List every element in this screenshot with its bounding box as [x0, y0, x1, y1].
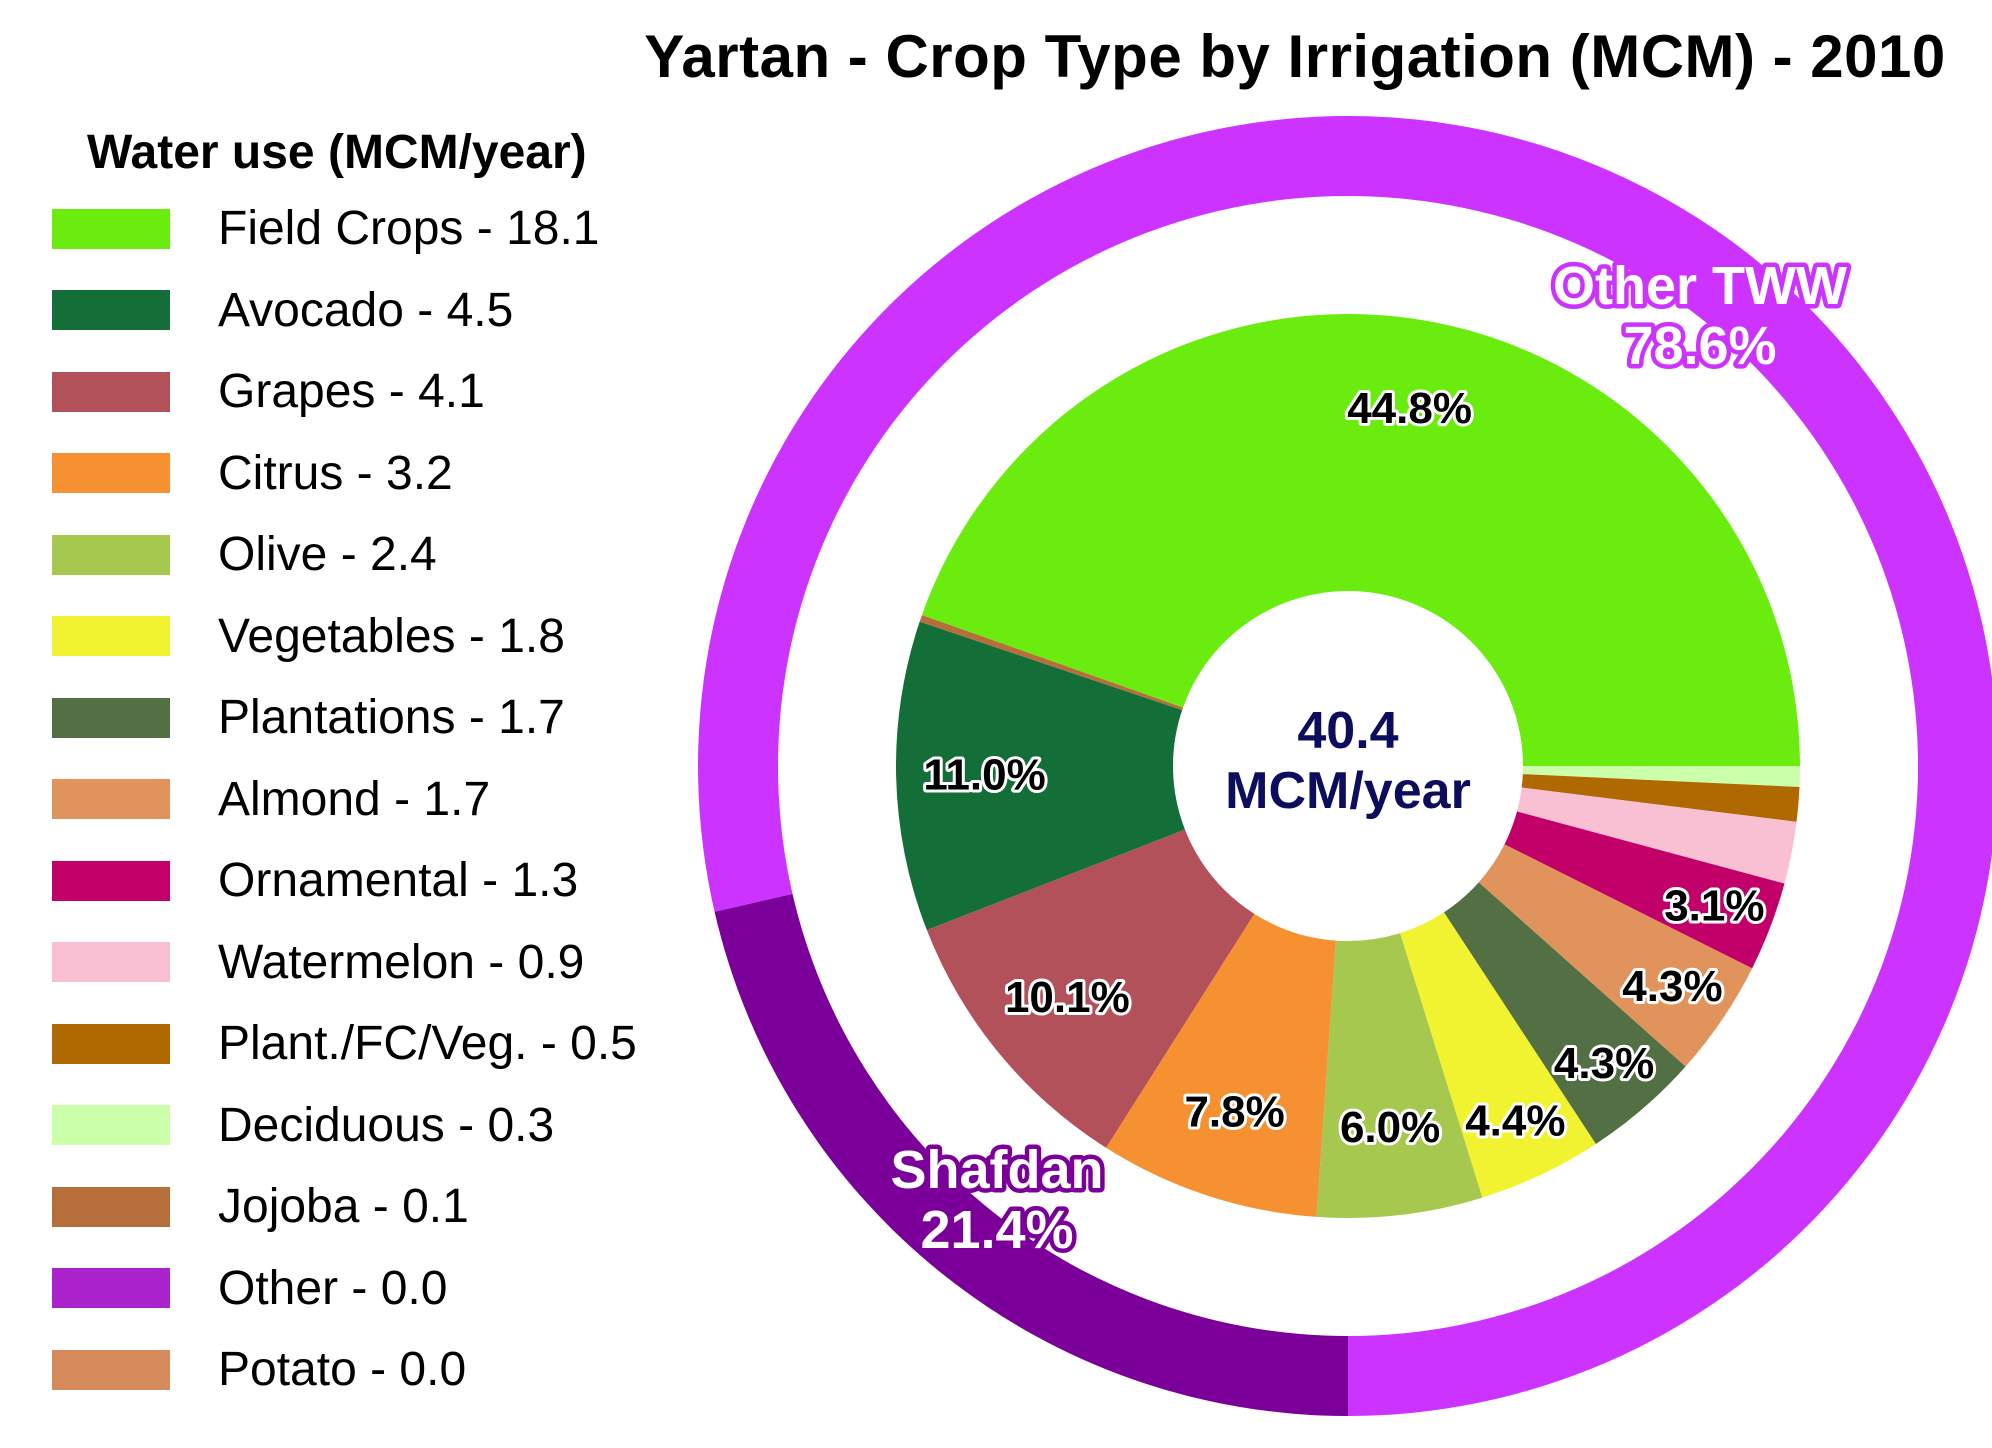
legend-label: Avocado - 4.5	[218, 283, 514, 337]
legend-label: Vegetables - 1.8	[218, 609, 565, 663]
center-unit: MCM/year	[1225, 762, 1471, 820]
legend-swatch	[52, 208, 170, 249]
legend-swatch	[52, 371, 170, 412]
legend-label: Other - 0.0	[218, 1261, 448, 1315]
chart-title: Yartan - Crop Type by Irrigation (MCM) -…	[644, 23, 1946, 90]
legend-swatch	[52, 290, 170, 331]
legend-label: Potato - 0.0	[218, 1343, 467, 1397]
legend-label: Plantations - 1.7	[218, 691, 565, 745]
slice-label: 4.4%	[1465, 1096, 1565, 1145]
legend-swatch	[52, 697, 170, 738]
legend-swatch	[52, 453, 170, 494]
inner-slice-plantations	[1443, 882, 1686, 1144]
slice-labels: 44.8% 3.1% 4.3% 4.3% 4.4% 6.0% 7.8% 10.1% 11.0% O…	[886, 252, 1852, 1265]
slice-label: 10.1%	[1005, 973, 1130, 1022]
legend-item: Citrus - 3.2	[52, 433, 752, 515]
legend: Water use (MCM/year) Field Crops - 18.1 A…	[52, 118, 752, 1411]
legend-item: Ornamental - 1.3	[52, 840, 752, 922]
slice-label: 3.1%	[1664, 881, 1764, 930]
legend-swatch	[52, 1186, 170, 1227]
outer-label-shafdan-percent: 21.4%	[920, 1200, 1073, 1260]
inner-slice-citrus	[1106, 913, 1336, 1217]
legend-swatch	[52, 1023, 170, 1064]
outer-label-shafdan-name: Shafdan	[890, 1140, 1103, 1200]
legend-item: Jojoba - 0.1	[52, 1166, 752, 1248]
legend-label: Citrus - 3.2	[218, 446, 453, 500]
inner-slice-grapes	[926, 829, 1255, 1148]
legend-swatch	[52, 1105, 170, 1146]
outer-slice-shafdan	[714, 893, 1348, 1416]
inner-slice-field-crops	[921, 314, 1800, 766]
slice-label: 7.8%	[1184, 1087, 1284, 1136]
legend-label: Deciduous - 0.3	[218, 1098, 555, 1152]
legend-item: Other - 0.0	[52, 1248, 752, 1330]
slice-label: 4.3%	[1554, 1039, 1654, 1088]
legend-swatch	[52, 616, 170, 657]
legend-label: Jojoba - 0.1	[218, 1180, 469, 1234]
outer-ring	[698, 116, 1992, 1416]
legend-swatch	[52, 1349, 170, 1390]
legend-item: Plant./FC/Veg. - 0.5	[52, 1003, 752, 1085]
legend-label: Field Crops - 18.1	[218, 202, 600, 256]
legend-swatch	[52, 860, 170, 901]
inner-slice-almond	[1478, 844, 1753, 1067]
inner-slice-ornamental	[1504, 811, 1785, 969]
legend-item: Plantations - 1.7	[52, 677, 752, 759]
slice-label: 11.0%	[923, 750, 1045, 799]
legend-swatch	[52, 1268, 170, 1309]
inner-slice-olive	[1316, 933, 1483, 1218]
slice-label: 44.8%	[1347, 384, 1472, 433]
legend-item: Field Crops - 18.1	[52, 188, 752, 270]
legend-item: Olive - 2.4	[52, 514, 752, 596]
legend-item: Deciduous - 0.3	[52, 1085, 752, 1167]
slice-label: 6.0%	[1340, 1103, 1440, 1152]
inner-slice-watermelon	[1516, 787, 1797, 884]
inner-slice-avocado	[896, 621, 1185, 931]
legend-swatch	[52, 534, 170, 575]
inner-ring	[896, 314, 1800, 1218]
legend-item: Grapes - 4.1	[52, 351, 752, 433]
legend-item: Vegetables - 1.8	[52, 596, 752, 678]
legend-items: Field Crops - 18.1 Avocado - 4.5 Grapes - …	[52, 188, 752, 1411]
inner-slice-deciduous	[1522, 766, 1800, 787]
inner-slice-vegetables	[1400, 912, 1596, 1198]
legend-item: Watermelon - 0.9	[52, 922, 752, 1004]
inner-slice-plant-fc-veg-	[1521, 774, 1800, 822]
outer-label-other-tww-name: Other TWW	[1553, 256, 1847, 316]
legend-label: Plant./FC/Veg. - 0.5	[218, 1017, 637, 1071]
legend-swatch	[52, 779, 170, 820]
legend-item: Avocado - 4.5	[52, 270, 752, 352]
legend-title: Water use (MCM/year)	[87, 126, 587, 179]
legend-label: Almond - 1.7	[218, 772, 491, 826]
legend-swatch	[52, 942, 170, 983]
outer-label-other-tww-percent: 78.6%	[1623, 316, 1776, 376]
legend-label: Olive - 2.4	[218, 528, 437, 582]
legend-label: Grapes - 4.1	[218, 365, 485, 419]
slice-label: 4.3%	[1622, 962, 1722, 1011]
center-value: 40.4	[1297, 702, 1398, 760]
inner-slice-jojoba	[919, 615, 1184, 711]
legend-item: Potato - 0.0	[52, 1329, 752, 1411]
legend-label: Ornamental - 1.3	[218, 854, 579, 908]
legend-item: Almond - 1.7	[52, 759, 752, 841]
legend-label: Watermelon - 0.9	[218, 935, 585, 989]
